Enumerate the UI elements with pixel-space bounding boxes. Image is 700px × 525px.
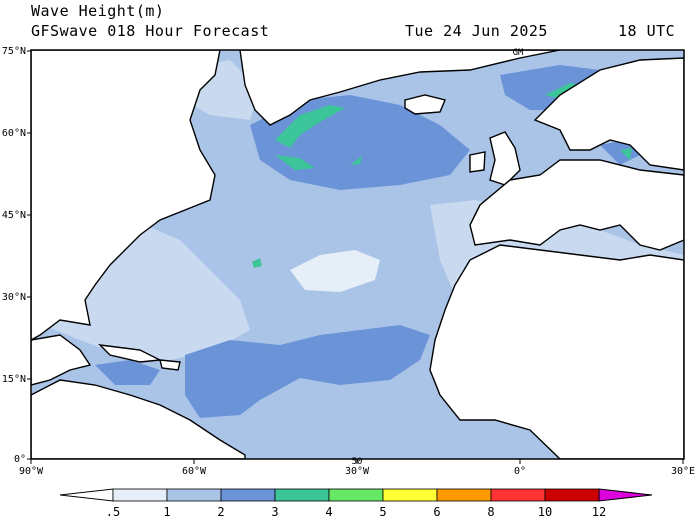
colorbar-swatch-1	[112, 488, 168, 502]
central-america-land	[31, 334, 92, 386]
lon-label-0: 0°	[514, 466, 526, 477]
iceland-land	[404, 94, 446, 115]
wave-zone-high-bermuda	[252, 258, 262, 268]
wave-zone-mid-tropics	[185, 325, 430, 418]
colorbar-label: .5	[106, 505, 120, 519]
europe-land	[469, 159, 684, 251]
wave-zone-high-baltic	[620, 148, 632, 160]
landmasses	[31, 50, 684, 459]
lon-label-60w: 60°W	[182, 466, 207, 477]
scandinavia-land	[533, 57, 684, 171]
colorbar-swatch-9	[544, 488, 600, 502]
wave-zone-high-south-greenland	[275, 155, 315, 170]
colorbar-label: 8	[487, 505, 494, 519]
greenland-land	[239, 50, 561, 126]
colorbar-label: 12	[592, 505, 606, 519]
colorbar-label: 1	[163, 505, 170, 519]
colorbar-swatch-5	[328, 488, 384, 502]
north-america-land	[31, 50, 221, 341]
colorbar-label: 3	[271, 505, 278, 519]
forecast-time: 18 UTC	[618, 22, 676, 40]
lat-label-0: 0°	[14, 454, 26, 465]
lon-label-90w: 90°W	[19, 466, 44, 477]
wave-zone-light-canary	[290, 250, 380, 292]
wave-zone-high-greenland	[275, 105, 345, 148]
lon-label-30e: 30°E	[671, 466, 695, 477]
wave-zone-high-mid	[350, 156, 362, 165]
chart-title-model: GFSwave 018 Hour Forecast	[31, 22, 270, 40]
colorbar-swatch-8	[490, 488, 546, 502]
colorbar-low-arrow	[59, 488, 114, 502]
lat-label-30n: 30°N	[2, 292, 26, 303]
colorbar-swatch-3	[220, 488, 276, 502]
contour-label-50: 50	[352, 457, 363, 467]
colorbar-label: 10	[538, 505, 552, 519]
lon-label-30w: 30°W	[345, 466, 370, 477]
colorbar-swatch-2	[166, 488, 222, 502]
british-isles-land	[489, 131, 521, 186]
chart-title-variable: Wave Height(m)	[31, 2, 165, 20]
colorbar-label: 6	[433, 505, 440, 519]
map-area	[31, 50, 684, 459]
hispaniola-land	[159, 359, 181, 371]
lat-label-45n: 45°N	[2, 210, 26, 221]
africa-land	[429, 244, 684, 459]
colorbar-label: 5	[379, 505, 386, 519]
colorbar: .5 1 2 3 4 5 6 8 10 12	[59, 488, 653, 519]
forecast-date: Tue 24 Jun 2025	[405, 22, 548, 40]
lat-label-15n: 15°N	[2, 374, 26, 385]
south-america-land	[31, 379, 246, 459]
greenwich-marker: GM	[513, 48, 524, 58]
colorbar-label: 4	[325, 505, 332, 519]
lat-label-75n: 75°N	[2, 46, 26, 57]
lat-label-60n: 60°N	[2, 128, 26, 139]
colorbar-swatch-6	[382, 488, 438, 502]
colorbar-high-arrow	[598, 488, 653, 502]
wave-zone-mid-caribbean	[95, 360, 160, 385]
colorbar-swatch-4	[274, 488, 330, 502]
colorbar-label: 2	[217, 505, 224, 519]
ireland-land	[469, 151, 486, 173]
colorbar-swatch-7	[436, 488, 492, 502]
cuba-land	[98, 344, 163, 363]
